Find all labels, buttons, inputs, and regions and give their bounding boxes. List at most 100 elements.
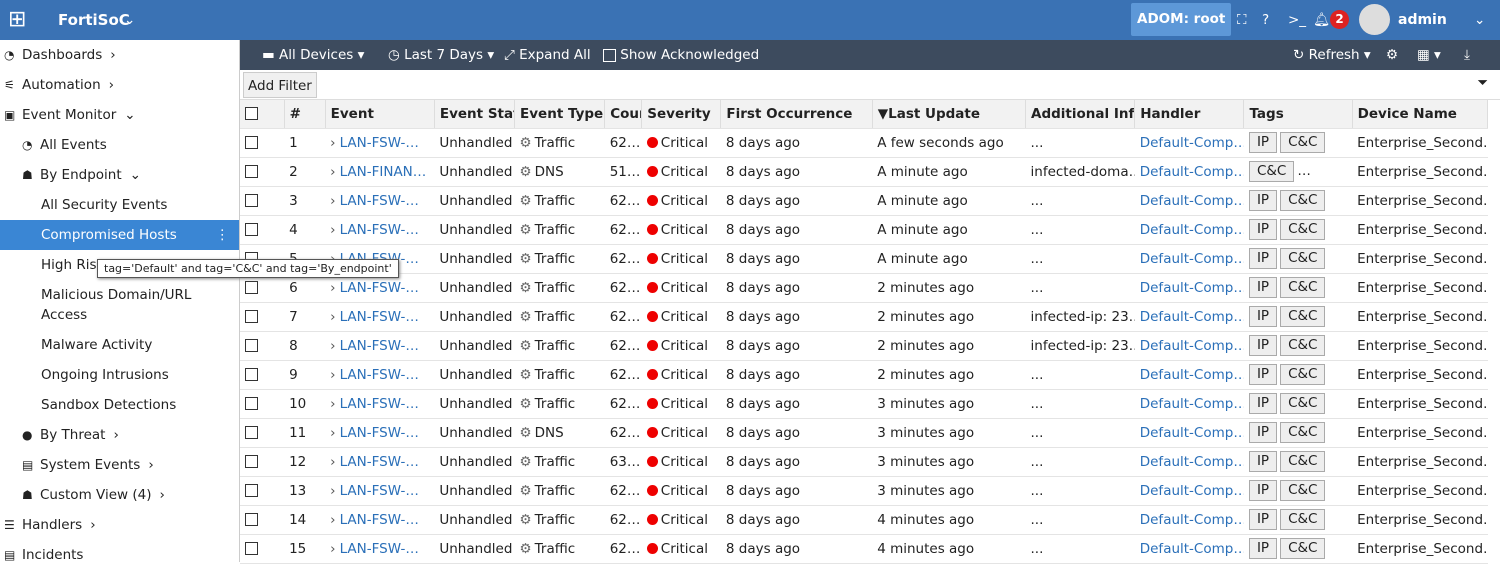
- event-row[interactable]: 15 › LAN-FSW-… Unhandled ⚙ Traffic 62… Critical…: [240, 534, 1488, 564]
- nav-item[interactable]: High Risk: [0, 250, 239, 280]
- nav-item[interactable]: Sandbox Detections: [0, 390, 239, 420]
- event-row[interactable]: 2 › LAN-FINAN… Unhandled ⚙ DNS 51… Critical 8 da…: [240, 157, 1488, 187]
- checkbox[interactable]: [245, 223, 258, 236]
- checkbox[interactable]: [245, 397, 258, 410]
- event-row[interactable]: 10 › LAN-FSW-… Unhandled ⚙ Traffic 62… Critical…: [240, 389, 1488, 419]
- event-cell[interactable]: ›LAN-FSW-…: [325, 360, 435, 390]
- checkbox[interactable]: [245, 484, 258, 497]
- handler[interactable]: Default-Comp…: [1134, 302, 1244, 332]
- checkbox[interactable]: [603, 48, 616, 62]
- column-header[interactable]: Severity: [641, 100, 722, 129]
- checkbox[interactable]: [245, 136, 258, 149]
- add-filter-button[interactable]: Add Filter: [243, 72, 317, 98]
- handler[interactable]: Default-Comp…: [1134, 360, 1244, 390]
- nav-item[interactable]: Malicious Domain/URL Access: [0, 280, 239, 330]
- app-name[interactable]: FortiSoC: [58, 11, 130, 29]
- checkbox[interactable]: [245, 107, 258, 121]
- devices-dropdown[interactable]: ▬ All Devices ▾: [262, 47, 365, 63]
- event-cell[interactable]: ›LAN-FSW-…: [325, 476, 435, 506]
- nav-item[interactable]: ⚟ Automation ›: [0, 70, 239, 100]
- event-cell[interactable]: ›LAN-FSW-…: [325, 331, 435, 361]
- nav-item[interactable]: ☗ By Endpoint ⌄: [0, 160, 239, 190]
- column-header[interactable]: #: [284, 100, 326, 129]
- event-cell[interactable]: ›LAN-FSW-…: [325, 534, 435, 564]
- column-header[interactable]: Tags: [1243, 100, 1353, 129]
- nav-item[interactable]: ◔ Dashboards ›: [0, 40, 239, 70]
- event-row[interactable]: 6 › LAN-FSW-… Unhandled ⚙ Traffic 62… Critical 8…: [240, 273, 1488, 303]
- handler[interactable]: Default-Comp…: [1134, 418, 1244, 448]
- event-row[interactable]: 8 › LAN-FSW-… Unhandled ⚙ Traffic 62… Critical 8…: [240, 331, 1488, 361]
- nav-item[interactable]: ▣ Event Monitor ⌄: [0, 100, 239, 130]
- nav-item[interactable]: ☗ Custom View (4) ›: [0, 480, 239, 510]
- handler[interactable]: Default-Comp…: [1134, 505, 1244, 535]
- columns-icon[interactable]: ▦ ▾: [1417, 47, 1441, 63]
- nav-item[interactable]: ☰ Handlers ›: [0, 510, 239, 540]
- event-cell[interactable]: ›LAN-FSW-…: [325, 447, 435, 477]
- checkbox[interactable]: [245, 281, 258, 294]
- cli-icon[interactable]: >_: [1288, 12, 1307, 28]
- handler[interactable]: Default-Comp…: [1134, 273, 1244, 303]
- column-header[interactable]: Additional Info: [1025, 100, 1136, 129]
- event-cell[interactable]: ›LAN-FSW-…: [325, 505, 435, 535]
- handler[interactable]: Default-Comp…: [1134, 244, 1244, 274]
- column-header[interactable]: First Occurrence: [720, 100, 873, 129]
- handler[interactable]: Default-Comp…: [1134, 157, 1244, 187]
- nav-item[interactable]: Compromised Hosts ⋮: [0, 220, 239, 250]
- event-cell[interactable]: ›LAN-FSW-…: [325, 389, 435, 419]
- checkbox[interactable]: [245, 542, 258, 555]
- adom-button[interactable]: ADOM: root: [1131, 3, 1232, 36]
- checkbox[interactable]: [245, 368, 258, 381]
- event-row[interactable]: 3 › LAN-FSW-… Unhandled ⚙ Traffic 62… Critical 8…: [240, 186, 1488, 216]
- handler[interactable]: Default-Comp…: [1134, 476, 1244, 506]
- checkbox[interactable]: [245, 165, 258, 178]
- refresh-button[interactable]: ↻ Refresh ▾: [1293, 47, 1371, 63]
- checkbox[interactable]: [245, 194, 258, 207]
- settings-icon[interactable]: ⚙: [1386, 47, 1399, 63]
- column-header[interactable]: Event: [325, 100, 435, 129]
- nav-item[interactable]: ▤ System Events ›: [0, 450, 239, 480]
- expand-button[interactable]: ⤢ Expand All: [504, 47, 591, 63]
- nav-item[interactable]: ● By Threat ›: [0, 420, 239, 450]
- item-menu[interactable]: ⋮: [215, 227, 230, 243]
- column-header[interactable]: Event Type: [514, 100, 606, 129]
- handler[interactable]: Default-Comp…: [1134, 186, 1244, 216]
- range-dropdown[interactable]: ◷ Last 7 Days ▾: [388, 47, 495, 63]
- download-icon[interactable]: ⤓: [1464, 47, 1470, 63]
- event-row[interactable]: 7 › LAN-FSW-… Unhandled ⚙ Traffic 62… Critical 8…: [240, 302, 1488, 332]
- event-cell[interactable]: ›LAN-FSW-…: [325, 215, 435, 245]
- event-row[interactable]: 11 › LAN-FSW-… Unhandled ⚙ DNS 62… Critical 8 da…: [240, 418, 1488, 448]
- handler[interactable]: Default-Comp…: [1134, 128, 1244, 158]
- event-row[interactable]: 12 › LAN-FSW-… Unhandled ⚙ Traffic 63… Critical…: [240, 447, 1488, 477]
- checkbox[interactable]: [245, 426, 258, 439]
- column-header[interactable]: Device Name: [1352, 100, 1489, 129]
- event-cell[interactable]: ›LAN-FSW-…: [325, 418, 435, 448]
- column-header[interactable]: Handler: [1134, 100, 1245, 129]
- handler[interactable]: Default-Comp…: [1134, 447, 1244, 477]
- nav-item[interactable]: All Security Events: [0, 190, 239, 220]
- event-cell[interactable]: ›LAN-FSW-…: [325, 186, 435, 216]
- event-cell[interactable]: › LAN-FINAN…: [325, 157, 435, 187]
- help-icon[interactable]: ?: [1262, 12, 1270, 28]
- event-row[interactable]: 5›LAN-FSW-…Unhandled⚙Traffic62…Critical8…: [240, 244, 1488, 274]
- checkbox[interactable]: [245, 513, 258, 526]
- filter-icon[interactable]: ⏷: [1477, 75, 1488, 91]
- event-row[interactable]: 1 › LAN-FSW-… Unhandled ⚙ Traffic 62… Critical 8…: [240, 128, 1488, 158]
- nav-item[interactable]: ▤ Incidents: [0, 540, 239, 562]
- event-row[interactable]: 13 › LAN-FSW-… Unhandled ⚙ Traffic 62… Critical…: [240, 476, 1488, 506]
- acknowledged-toggle[interactable]: Show Acknowledged: [603, 40, 759, 70]
- event-row[interactable]: 14 › LAN-FSW-… Unhandled ⚙ Traffic 62… Critical…: [240, 505, 1488, 535]
- event-cell[interactable]: ›LAN-FSW-…: [325, 128, 435, 158]
- checkbox[interactable]: [245, 455, 258, 468]
- user-name[interactable]: admin: [1398, 12, 1447, 28]
- column-header[interactable]: Count: [604, 100, 643, 129]
- checkbox[interactable]: [245, 310, 258, 323]
- event-cell[interactable]: ›LAN-FSW-…: [325, 302, 435, 332]
- nav-item[interactable]: ◔ All Events: [0, 130, 239, 160]
- handler[interactable]: Default-Comp…: [1134, 331, 1244, 361]
- avatar[interactable]: [1359, 4, 1390, 35]
- checkbox[interactable]: [245, 339, 258, 352]
- bell-icon[interactable]: 🔔︎: [1313, 12, 1331, 28]
- event-row[interactable]: 9 › LAN-FSW-… Unhandled ⚙ Traffic 62… Critical 8…: [240, 360, 1488, 390]
- nav-item[interactable]: Ongoing Intrusions: [0, 360, 239, 390]
- column-header[interactable]: ▼Last Update: [872, 100, 1027, 129]
